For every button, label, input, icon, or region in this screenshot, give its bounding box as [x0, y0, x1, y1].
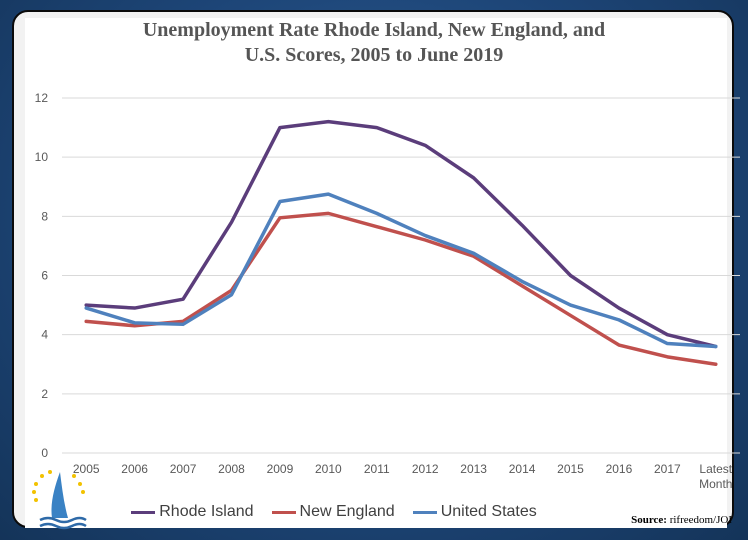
star-ring-icon [32, 470, 85, 502]
legend-swatch [412, 510, 437, 514]
x-tick-label: 2005 [73, 462, 100, 476]
series-line-new-england [84, 211, 718, 366]
y-tick-label: 2 [41, 387, 48, 401]
x-tick-label: 2010 [315, 462, 342, 476]
legend-item-rhode-island: Rhode Island [131, 503, 254, 521]
x-tick-label: 2011 [364, 462, 390, 476]
x-tick-label: 2007 [170, 462, 197, 476]
x-tick-label: 2013 [460, 462, 487, 476]
legend: Rhode Island New England United States [0, 503, 708, 521]
source-text: rifreedom/JOI [666, 514, 732, 526]
x-tick-label: 2009 [267, 462, 294, 476]
x-tick-label: 2008 [218, 462, 245, 476]
chart-title: Unemployment Rate Rhode Island, New Engl… [0, 18, 748, 68]
series-lines [84, 119, 718, 366]
series-line-united-states [84, 192, 718, 349]
y-tick-label: 4 [41, 328, 48, 342]
x-axis: 2005 2006 2007 2008 2009 2010 2011 2012 2013 2014… [73, 462, 733, 491]
y-tick-label: 10 [35, 150, 49, 164]
y-tick-label: 8 [41, 209, 48, 223]
x-tick-label: 2012 [412, 462, 439, 476]
source-label: Source: [631, 514, 667, 526]
chart-card [25, 18, 727, 528]
x-tick-label: 2016 [606, 462, 633, 476]
chart-title-line-1: Unemployment Rate Rhode Island, New Engl… [142, 19, 606, 41]
legend-label: Rhode Island [159, 503, 254, 520]
source-note: Source: rifreedom/JOI [631, 514, 732, 526]
y-tick-label: 6 [41, 269, 48, 283]
x-tick-label: 2014 [509, 462, 536, 476]
chart-title-line-2: U.S. Scores, 2005 to June 2019 [244, 44, 504, 66]
legend-label: New England [299, 503, 395, 520]
y-tick-label: 0 [41, 446, 48, 460]
legend-swatch [271, 510, 296, 514]
x-tick-label: Month [699, 477, 732, 491]
x-tick-label: 2017 [654, 462, 681, 476]
y-tick-label: 12 [35, 91, 49, 105]
sailboat-logo [32, 470, 87, 530]
x-tick-label: 2006 [121, 462, 148, 476]
legend-swatch [131, 510, 156, 514]
sail-icon [51, 472, 68, 518]
gridlines [62, 97, 740, 454]
x-tick-label: 2015 [557, 462, 584, 476]
legend-item-united-states: United States [412, 503, 537, 521]
wave-icon [39, 516, 87, 524]
legend-item-new-england: New England [271, 503, 395, 521]
series-line-rhode-island [84, 119, 718, 349]
y-axis: 0 2 4 6 8 10 12 [35, 91, 49, 460]
x-tick-label: Latest [699, 462, 732, 476]
legend-label: United States [440, 503, 537, 520]
